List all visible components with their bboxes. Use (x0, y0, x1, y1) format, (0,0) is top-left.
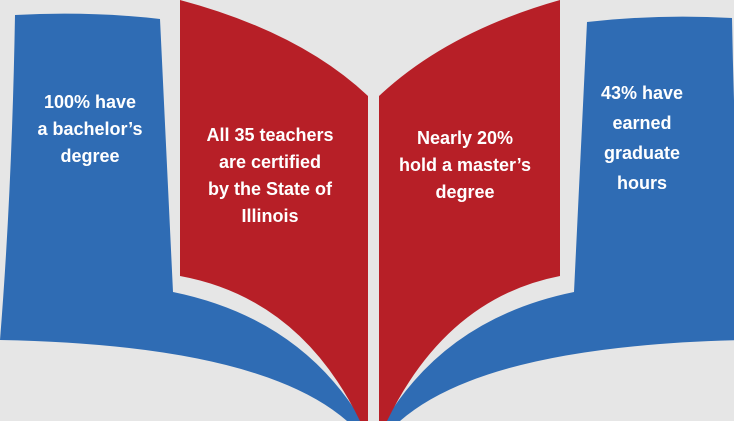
panel-text-line: a bachelor’s (37, 119, 142, 139)
panel-text-line: 43% have (601, 83, 683, 103)
panel-text-line: 100% have (44, 92, 136, 112)
panel-text-line: hours (617, 173, 667, 193)
panel-text-line: earned (612, 113, 671, 133)
right-inner-page (379, 0, 560, 421)
panel-texts: 100% have a bachelor’s degree All 35 teache… (37, 83, 683, 226)
panel-text-line: degree (435, 182, 494, 202)
panel-text-line: Illinois (241, 206, 298, 226)
panel-text-line: All 35 teachers (206, 125, 333, 145)
left-inner-page (180, 0, 368, 421)
right-cover-page (385, 16, 734, 421)
panel-text-line: Nearly 20% (417, 128, 513, 148)
right-half (379, 0, 734, 421)
panel-text-line: by the State of (208, 179, 333, 199)
panel-text-line: hold a master’s (399, 155, 531, 175)
panel-text-line: degree (60, 146, 119, 166)
left-cover-page (0, 13, 362, 421)
panel-text-line: graduate (604, 143, 680, 163)
left-half (0, 0, 368, 421)
panel-text-line: are certified (219, 152, 321, 172)
